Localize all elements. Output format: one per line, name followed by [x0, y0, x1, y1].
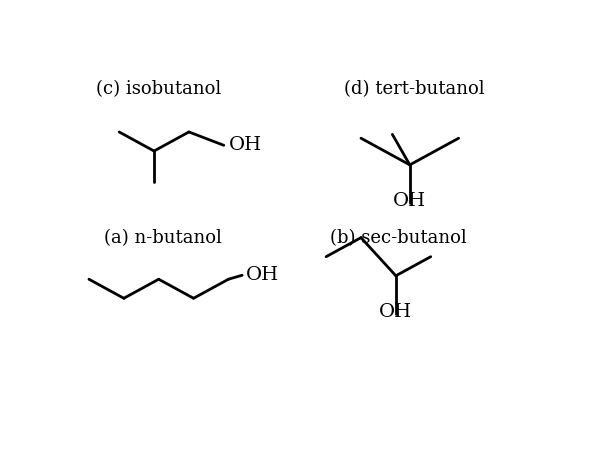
Text: (a) n-butanol: (a) n-butanol: [104, 229, 222, 247]
Text: (c) isobutanol: (c) isobutanol: [96, 80, 221, 98]
Text: OH: OH: [393, 192, 427, 210]
Text: OH: OH: [246, 266, 279, 284]
Text: OH: OH: [379, 303, 412, 321]
Text: (b) sec-butanol: (b) sec-butanol: [330, 229, 467, 247]
Text: (d) tert-butanol: (d) tert-butanol: [344, 80, 485, 98]
Text: OH: OH: [229, 136, 262, 154]
